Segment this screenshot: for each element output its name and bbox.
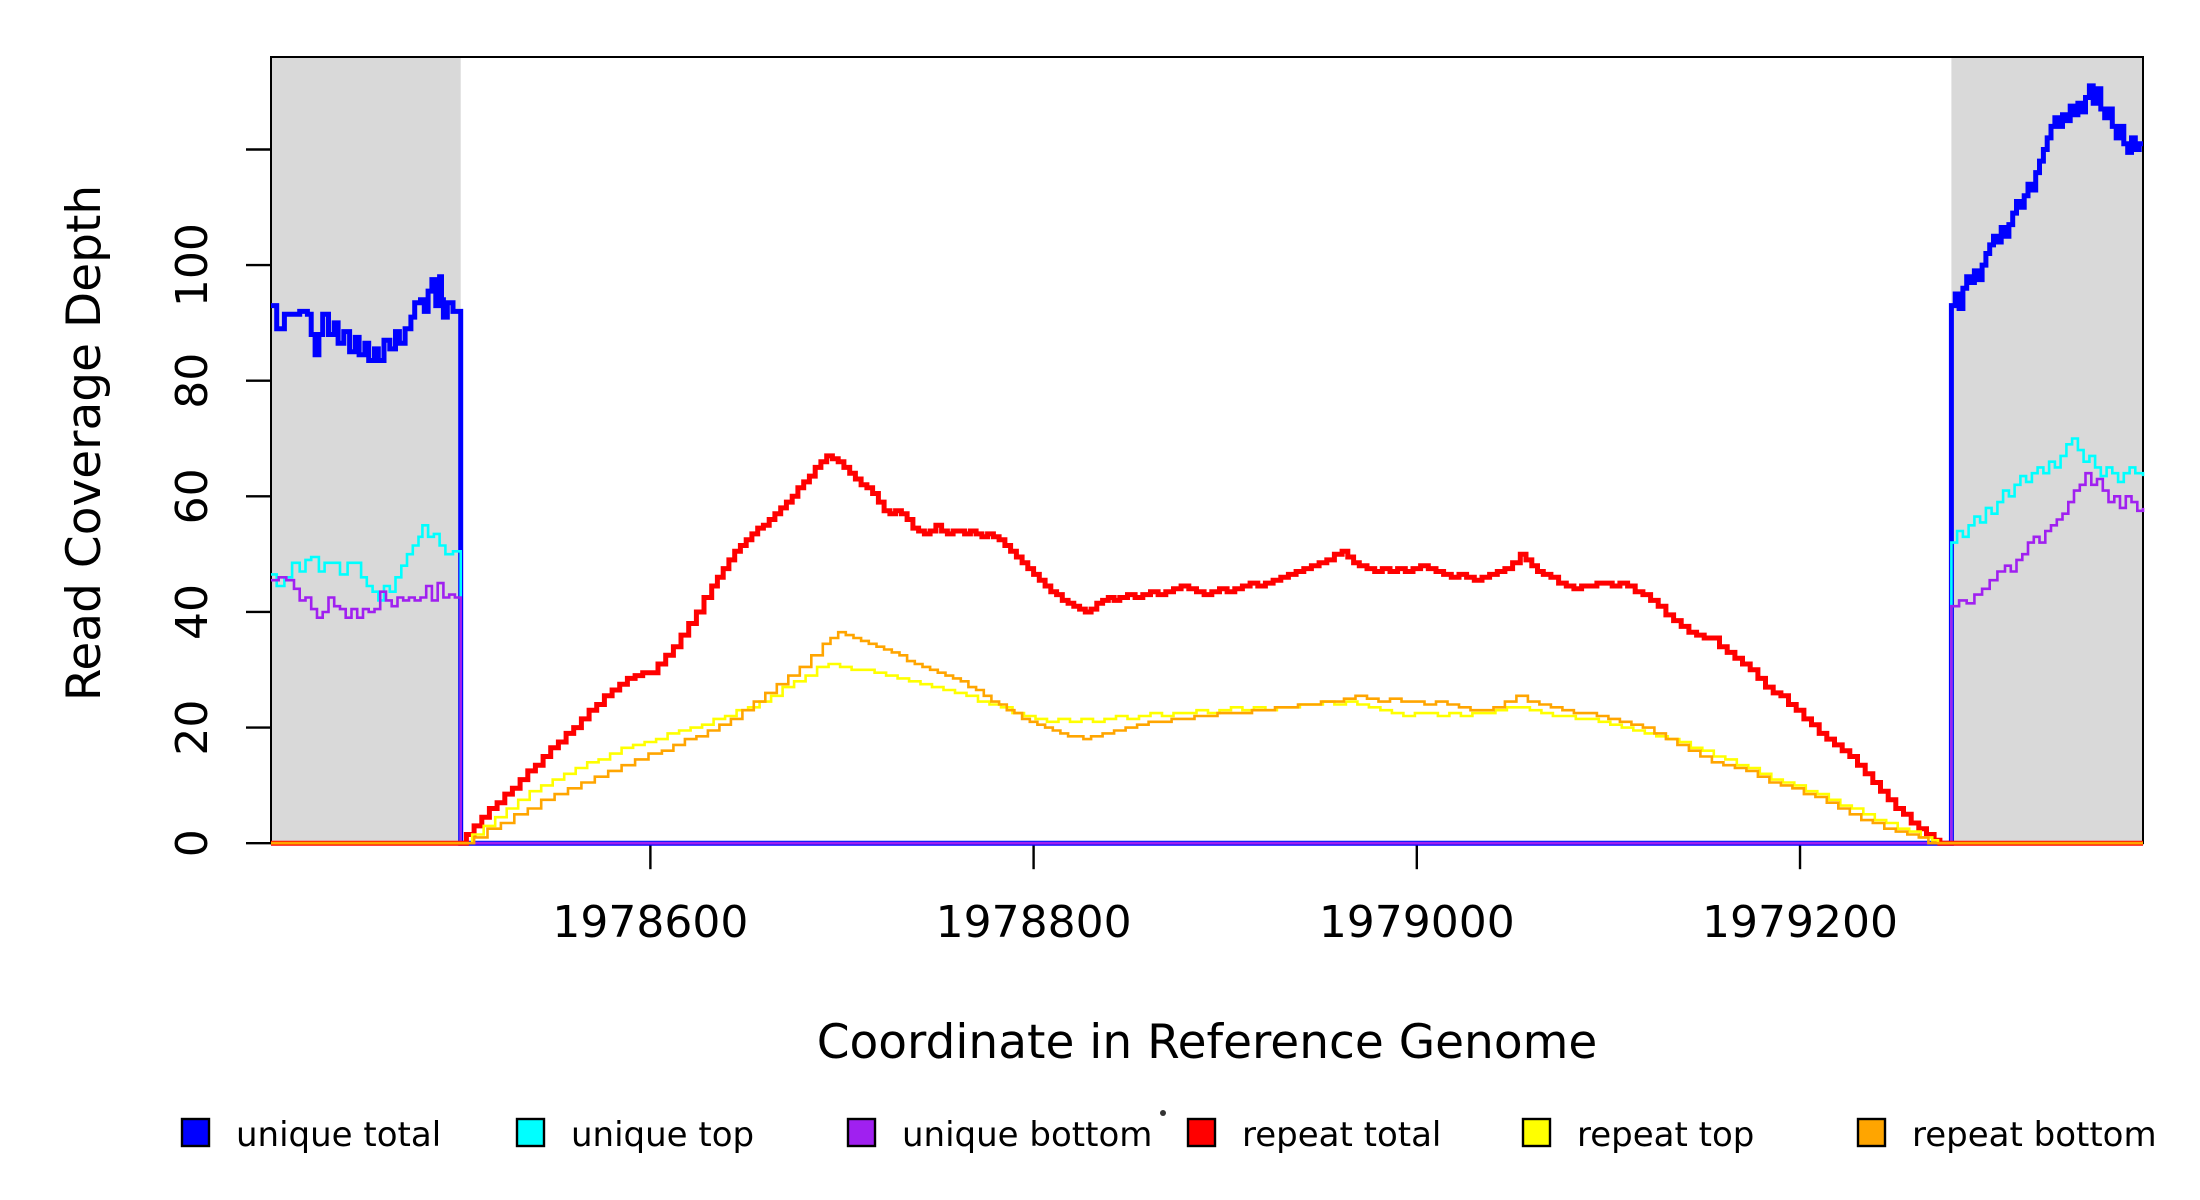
x-axis-title: Coordinate in Reference Genome bbox=[817, 1015, 1598, 1070]
plot-box bbox=[270, 56, 2144, 845]
series-line-repeat-total bbox=[271, 453, 2143, 846]
series-line-unique-top bbox=[271, 437, 2145, 845]
legend-item-repeat-bottom: repeat bottom bbox=[1856, 1115, 2157, 1155]
legend: unique total unique top unique bottom re… bbox=[180, 1110, 2157, 1155]
y-tick-label: 0 bbox=[167, 829, 218, 857]
y-tick-label: 40 bbox=[167, 584, 218, 640]
y-tick-label: 80 bbox=[167, 353, 218, 409]
y-tick-label: 60 bbox=[167, 468, 218, 524]
x-tick-label: 1978600 bbox=[552, 897, 748, 948]
series-line-unique-bottom bbox=[271, 471, 2145, 845]
repeat-total-swatch-icon bbox=[1186, 1117, 1217, 1148]
y-tick-label: 100 bbox=[167, 223, 218, 307]
repeat-bottom-swatch-icon bbox=[1856, 1117, 1887, 1148]
highlight-regions bbox=[271, 57, 2143, 844]
series-line-repeat-top bbox=[271, 662, 2143, 845]
y-tick-label: 20 bbox=[167, 700, 218, 756]
highlight-region-right-flank bbox=[1951, 57, 2143, 844]
legend-label: unique total bbox=[236, 1115, 441, 1155]
legend-item-unique-bottom: unique bottom bbox=[846, 1115, 1152, 1155]
legend-item-unique-top: unique top bbox=[515, 1115, 754, 1155]
stray-dot-mark bbox=[1160, 1110, 1166, 1116]
unique-top-swatch-icon bbox=[515, 1117, 546, 1148]
series-line-unique-total bbox=[271, 83, 2143, 846]
legend-label: repeat top bbox=[1577, 1115, 1754, 1155]
plot-border bbox=[270, 56, 2144, 845]
legend-label: unique bottom bbox=[902, 1115, 1152, 1155]
legend-item-unique-total: unique total bbox=[180, 1115, 441, 1155]
axes: 1978600 1978800 1979000 1979200 0 20 40 60 80 100 bbox=[167, 148, 1898, 948]
series-line-repeat-bottom bbox=[271, 630, 2143, 845]
series-lines bbox=[271, 83, 2145, 846]
x-tick-label: 1979200 bbox=[1702, 897, 1898, 948]
unique-bottom-swatch-icon bbox=[846, 1117, 877, 1148]
y-axis-title: Read Coverage Depth bbox=[57, 185, 112, 701]
legend-item-repeat-total: repeat total bbox=[1186, 1115, 1441, 1155]
legend-label: repeat total bbox=[1242, 1115, 1441, 1155]
repeat-top-swatch-icon bbox=[1521, 1117, 1552, 1148]
unique-total-swatch-icon bbox=[180, 1117, 211, 1148]
highlight-region-left-flank bbox=[271, 57, 461, 844]
legend-label: repeat bottom bbox=[1912, 1115, 2157, 1155]
legend-item-repeat-top: repeat top bbox=[1521, 1115, 1754, 1155]
x-tick-label: 1978800 bbox=[936, 897, 1132, 948]
x-tick-label: 1979000 bbox=[1319, 897, 1515, 948]
legend-label: unique top bbox=[571, 1115, 754, 1155]
